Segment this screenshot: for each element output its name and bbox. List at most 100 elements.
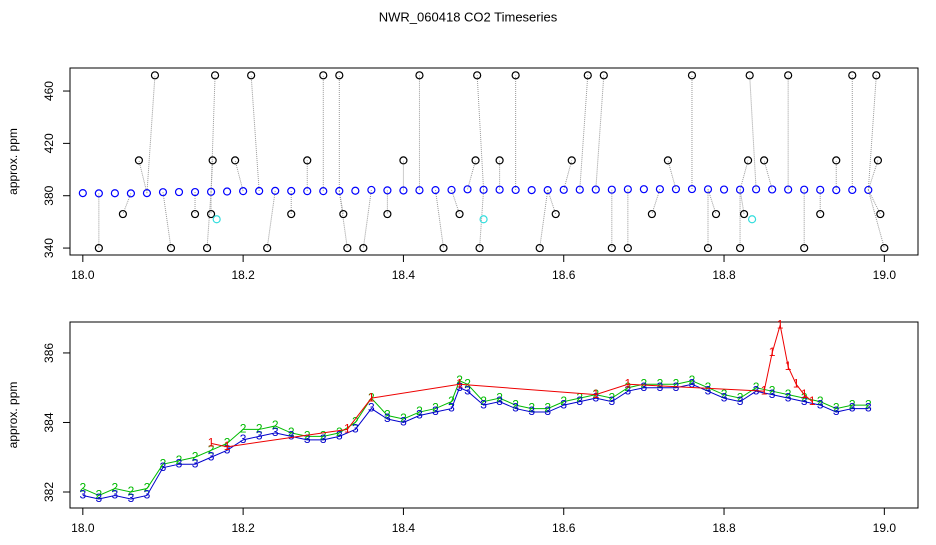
point-char: 3 — [705, 383, 712, 397]
point — [832, 185, 841, 195]
point — [239, 187, 248, 196]
point-char: 3 — [256, 429, 263, 443]
plot-box — [69, 67, 919, 256]
point-char: 2 — [592, 387, 599, 401]
point-char: 3 — [208, 449, 215, 463]
point — [206, 209, 216, 219]
point-char: 2 — [560, 394, 567, 408]
x-tick-label: 18.0 — [71, 521, 95, 535]
spike-line — [739, 189, 745, 215]
point-char: 3 — [160, 460, 167, 474]
spike-line — [266, 190, 276, 249]
point — [94, 243, 103, 253]
point — [319, 187, 328, 196]
spike-line — [250, 75, 260, 192]
point-char: 3 — [456, 380, 463, 394]
point-char: 3 — [528, 404, 535, 418]
point — [447, 185, 456, 195]
y-tick-label: 384 — [42, 412, 56, 432]
point-char: 2 — [528, 401, 535, 415]
spike-line — [539, 190, 549, 249]
point-char: 1 — [769, 345, 776, 359]
point — [210, 71, 220, 80]
x-tick-label: 19.0 — [873, 268, 897, 282]
point-char: 1 — [592, 387, 599, 401]
point-char: 2 — [128, 484, 135, 498]
point-char: 3 — [96, 491, 103, 505]
point-char: 2 — [576, 390, 583, 404]
spike-line — [467, 160, 477, 190]
figure-title: NWR_060418 CO2 Timeseries — [379, 9, 558, 24]
spike-line — [595, 75, 605, 190]
point — [816, 185, 825, 194]
point — [473, 71, 482, 80]
point — [711, 209, 721, 219]
x-tick-label: 18.8 — [712, 521, 736, 535]
point-char: 2 — [480, 394, 487, 408]
point-char: 3 — [769, 387, 776, 401]
point-char: 3 — [592, 390, 599, 404]
point — [575, 185, 584, 194]
point — [551, 209, 560, 219]
point — [591, 185, 600, 194]
point-char: 3 — [833, 404, 840, 418]
point — [623, 185, 632, 194]
point — [872, 71, 881, 80]
point-char: 3 — [625, 383, 632, 397]
point-char: 2 — [833, 401, 840, 415]
point-char: 3 — [801, 394, 808, 408]
spike-line — [563, 160, 573, 190]
point-char: 1 — [809, 394, 816, 408]
point — [439, 243, 448, 253]
point-char: 3 — [641, 380, 648, 394]
point — [110, 189, 119, 198]
series-line — [82, 383, 869, 500]
point-char: 3 — [400, 415, 407, 429]
point — [383, 209, 392, 219]
point — [415, 186, 424, 195]
point-char: 3 — [384, 411, 391, 425]
point — [543, 185, 552, 195]
point — [703, 185, 713, 194]
y-tick-label: 340 — [42, 238, 56, 258]
point-char: 3 — [544, 404, 551, 418]
point-char: 3 — [112, 488, 119, 502]
point — [118, 209, 127, 219]
point-char: 2 — [689, 373, 696, 387]
y-tick-label: 386 — [42, 343, 56, 363]
spike-line — [707, 189, 717, 215]
point-char: 3 — [128, 491, 135, 505]
point — [471, 156, 480, 165]
point-char: 3 — [192, 456, 199, 470]
point — [607, 185, 616, 194]
x-tick-label: 18.0 — [71, 268, 95, 282]
point — [359, 243, 368, 253]
point-char: 2 — [79, 481, 86, 495]
spike-line — [867, 189, 881, 215]
point — [351, 186, 360, 195]
point — [559, 185, 568, 194]
point-char: 2 — [625, 380, 632, 394]
x-tick-label: 18.4 — [392, 521, 416, 535]
point-char: 2 — [320, 429, 327, 443]
point-char: 2 — [705, 380, 712, 394]
point-char: 3 — [368, 401, 375, 415]
point — [158, 188, 168, 197]
point-char: 3 — [432, 404, 439, 418]
point — [599, 71, 608, 80]
point — [399, 156, 408, 165]
point — [303, 156, 312, 165]
point-char: 3 — [608, 394, 615, 408]
plot-box — [69, 321, 919, 509]
point-char: 2 — [416, 404, 423, 418]
point-char: 2 — [144, 481, 151, 495]
point-char: 3 — [689, 376, 696, 390]
point — [800, 243, 809, 253]
point — [150, 71, 160, 80]
point-char: 3 — [721, 390, 728, 404]
point — [126, 189, 136, 198]
spike-line — [763, 160, 773, 190]
point-char: 2 — [224, 436, 231, 450]
x-tick-label: 18.2 — [231, 268, 255, 282]
